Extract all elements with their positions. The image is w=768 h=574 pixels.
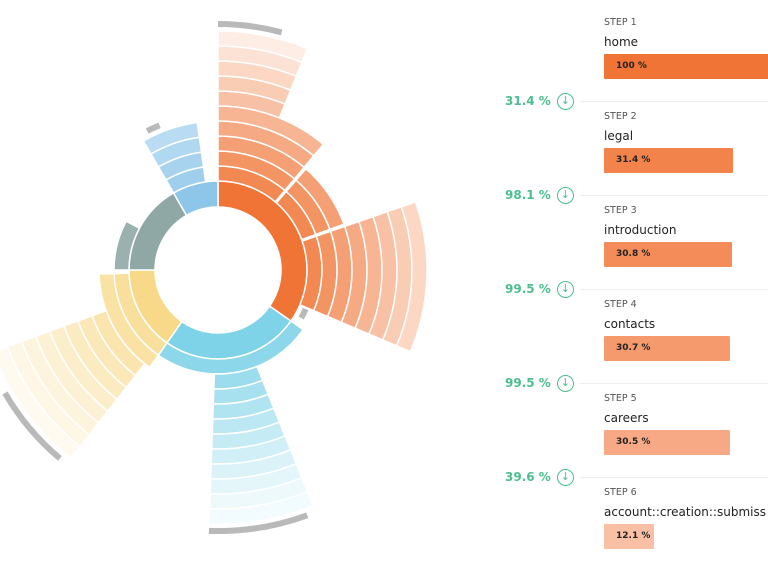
step-divider — [580, 101, 768, 102]
exit-marker[interactable] — [208, 512, 309, 534]
step-divider — [580, 383, 768, 384]
arrow-down-circle-icon[interactable]: ↓ — [556, 280, 574, 298]
step-name: careers — [604, 411, 649, 425]
step-divider — [580, 289, 768, 290]
step-value: 12.1 % — [616, 531, 651, 541]
dropoff-indicator[interactable]: 99.5 % ↓ — [505, 279, 574, 299]
dropoff-indicator[interactable]: 31.4 % ↓ — [505, 91, 574, 111]
sunburst-segment-blue[interactable] — [142, 121, 201, 155]
exit-marker[interactable] — [218, 21, 283, 36]
step-label: STEP 2 — [604, 111, 637, 122]
step-label: STEP 1 — [604, 17, 637, 28]
dropoff-rate: 99.5 % — [505, 282, 551, 296]
sunburst-segment-orange[interactable] — [295, 167, 345, 231]
arrow-down-circle-icon[interactable]: ↓ — [556, 92, 574, 110]
sunburst-segment-yellow[interactable] — [0, 345, 82, 460]
step-value: 30.7 % — [616, 343, 651, 353]
step-label: STEP 4 — [604, 299, 637, 310]
sunburst-segment-slate[interactable] — [113, 220, 141, 271]
step-name: account::creation::submiss — [604, 505, 766, 519]
sunburst-segment-orange[interactable] — [217, 30, 309, 64]
sunburst-segment-orange[interactable] — [395, 201, 428, 353]
arrow-down-circle-icon[interactable]: ↓ — [556, 374, 574, 392]
step-value: 30.5 % — [616, 437, 651, 447]
dropoff-indicator[interactable]: 98.1 % ↓ — [505, 185, 574, 205]
dropoff-rate: 99.5 % — [505, 376, 551, 390]
sunburst-chart — [0, 21, 428, 534]
exit-marker[interactable] — [145, 122, 161, 134]
step-label: STEP 3 — [604, 205, 637, 216]
step-divider — [580, 477, 768, 478]
step-name: contacts — [604, 317, 656, 331]
dropoff-rate: 39.6 % — [505, 470, 551, 484]
step-bar[interactable]: 31.4 % — [604, 148, 734, 173]
arrow-down-circle-icon[interactable]: ↓ — [556, 186, 574, 204]
step-bar[interactable]: 30.8 % — [604, 242, 732, 267]
step-label: STEP 6 — [604, 487, 637, 498]
step-value: 31.4 % — [616, 155, 651, 165]
step-name: introduction — [604, 223, 677, 237]
step-bar[interactable]: 12.1 % — [604, 524, 654, 549]
step-name: legal — [604, 129, 634, 143]
step-bar[interactable]: 100 % — [604, 54, 768, 79]
dropoff-rate: 98.1 % — [505, 188, 551, 202]
step-divider — [580, 195, 768, 196]
step-bar[interactable]: 30.7 % — [604, 336, 731, 361]
dropoff-indicator[interactable]: 39.6 % ↓ — [505, 467, 574, 487]
dropoff-indicator[interactable]: 99.5 % ↓ — [505, 373, 574, 393]
step-value: 30.8 % — [616, 249, 651, 259]
arrow-down-circle-icon[interactable]: ↓ — [556, 468, 574, 486]
step-label: STEP 5 — [604, 393, 637, 404]
exit-marker[interactable] — [298, 307, 309, 320]
step-bar[interactable]: 30.5 % — [604, 430, 731, 455]
sunburst-segment-cyan[interactable] — [208, 490, 315, 525]
exit-marker[interactable] — [2, 391, 62, 461]
step-value: 100 % — [616, 61, 647, 71]
step-name: home — [604, 35, 639, 49]
dropoff-rate: 31.4 % — [505, 94, 551, 108]
